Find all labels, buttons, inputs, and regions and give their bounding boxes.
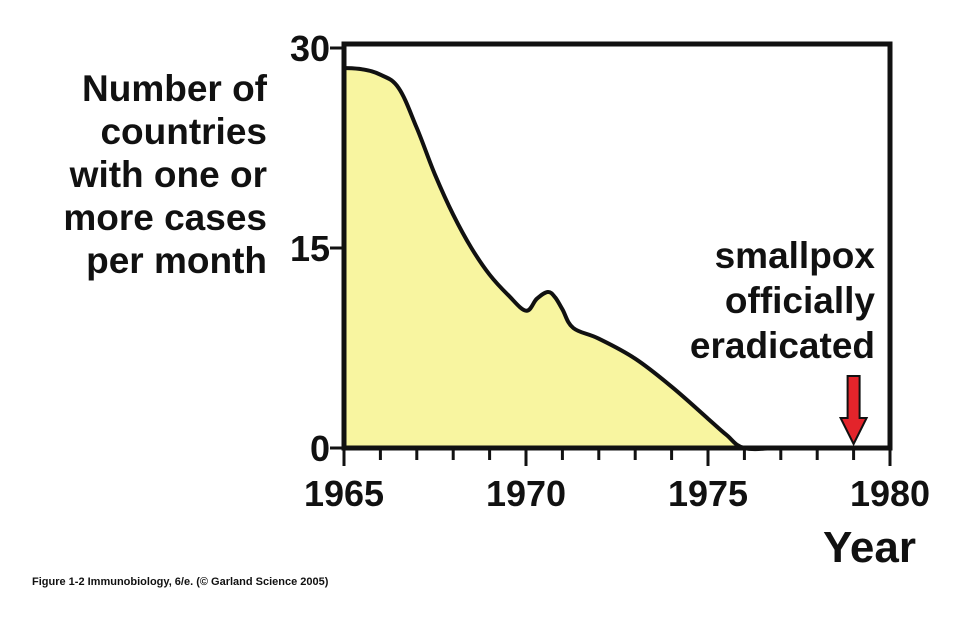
annotation-line: eradicated [690, 325, 875, 366]
y-axis-label-line: countries [100, 111, 267, 152]
y-axis-label-line: Number of [82, 68, 268, 109]
y-axis-ticks: 0 15 30 [290, 28, 344, 469]
x-tick-label: 1965 [304, 473, 384, 514]
x-axis-ticks: 1965 1970 1975 1980 [304, 448, 930, 514]
y-axis-label-line: with one or [69, 154, 267, 195]
annotation-arrow [838, 375, 869, 447]
x-tick-label: 1975 [668, 473, 748, 514]
plot-frame [341, 41, 893, 451]
y-axis-label-line: more cases [63, 197, 267, 238]
annotation-line: officially [725, 280, 876, 321]
x-axis-title: Year [823, 523, 916, 572]
y-tick-label: 0 [310, 428, 330, 469]
x-tick-label: 1970 [486, 473, 566, 514]
y-axis-label: Number of countries with one or more cas… [63, 68, 267, 281]
y-tick-label: 15 [290, 228, 330, 269]
annotation-line: smallpox [715, 235, 876, 276]
area-fill [344, 68, 890, 450]
y-axis-label-line: per month [86, 240, 267, 281]
figure-caption: Figure 1-2 Immunobiology, 6/e. (© Garlan… [32, 576, 329, 588]
annotation-eradicated: smallpox officially eradicated [690, 235, 876, 366]
y-tick-label: 30 [290, 28, 330, 69]
x-tick-label: 1980 [850, 473, 930, 514]
